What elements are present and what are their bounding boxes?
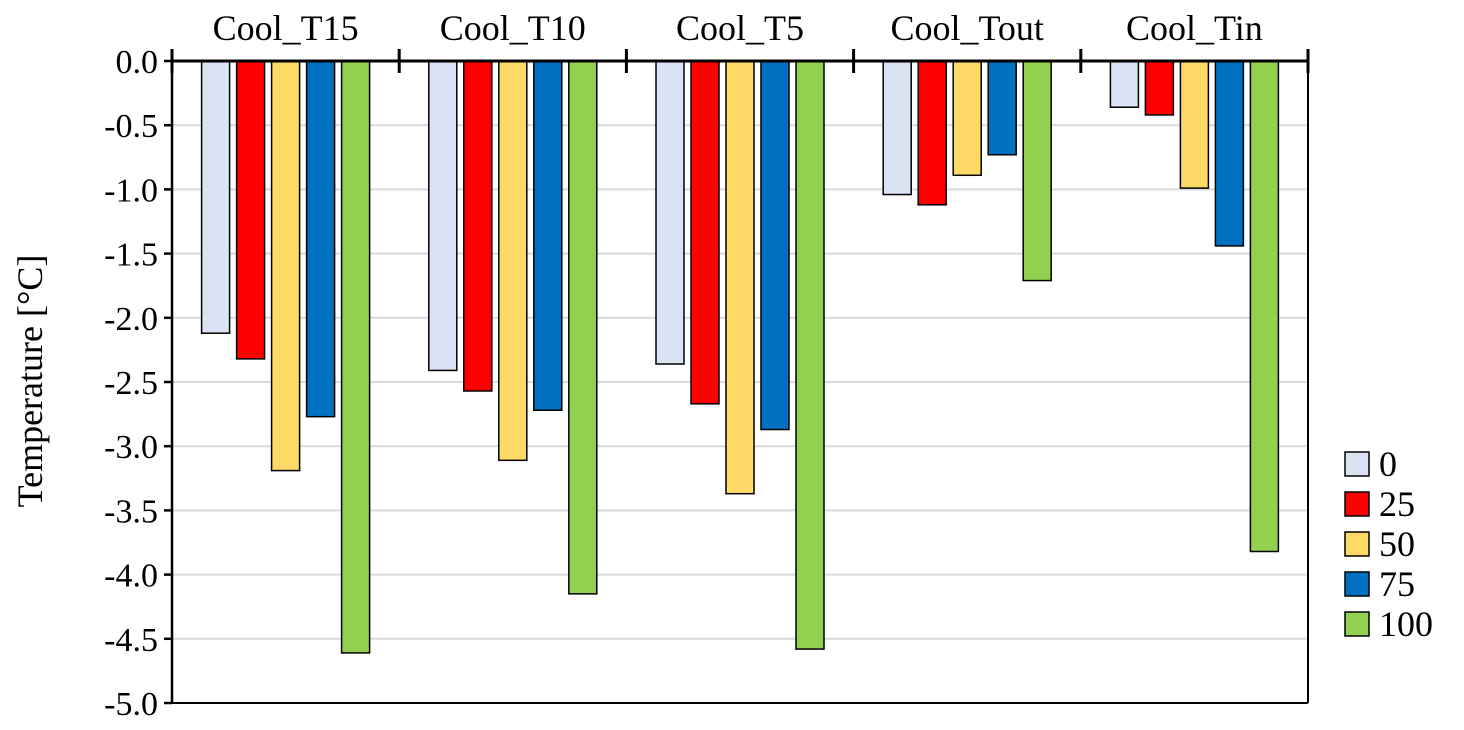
bar-25-Cool_T5 [690, 60, 720, 405]
y-tick-label: -2.5 [104, 365, 158, 402]
bar-100-Cool_Tin [1249, 60, 1280, 553]
legend-swatch-75 [1344, 571, 1370, 597]
legend-label: 100 [1379, 604, 1433, 644]
bar-75-Cool_T15 [305, 60, 336, 418]
bar-25-Cool_T15 [235, 60, 266, 360]
axes [164, 49, 1310, 705]
y-tick-label: -0.5 [104, 108, 158, 145]
bar-100-Cool_Tout [1022, 60, 1052, 282]
bar-50-Cool_T15 [270, 60, 301, 472]
bar-50-Cool_Tin [1179, 60, 1210, 189]
bar-100-Cool_T5 [795, 60, 825, 650]
category-labels: Cool_T15 Cool_T10 Cool_T5 Cool_Tout Cool_Tin [213, 8, 1263, 48]
bars [200, 60, 1280, 654]
y-tick-label: -5.0 [104, 686, 158, 723]
bar-75-Cool_Tin [1214, 60, 1245, 247]
bar-25-Cool_Tout [917, 60, 947, 206]
legend-swatch-25 [1344, 491, 1370, 517]
category-label: Cool_T15 [213, 8, 359, 48]
bar-100-Cool_T10 [568, 60, 598, 595]
bar-0-Cool_T5 [655, 60, 685, 365]
bar-25-Cool_T10 [463, 60, 493, 392]
bar-25-Cool_Tin [1144, 60, 1175, 116]
category-label: Cool_T10 [440, 8, 586, 48]
bar-75-Cool_T5 [760, 60, 790, 431]
bar-75-Cool_T10 [533, 60, 563, 411]
legend-swatch-50 [1344, 531, 1370, 557]
legend-label: 0 [1379, 444, 1397, 484]
bar-0-Cool_T15 [200, 60, 231, 334]
bar-0-Cool_T10 [428, 60, 458, 372]
legend-swatch-100 [1344, 611, 1370, 637]
y-tick-label: -4.0 [104, 558, 158, 595]
legend-label: 75 [1379, 564, 1415, 604]
category-label: Cool_Tout [890, 8, 1044, 48]
bar-0-Cool_Tin [1109, 60, 1140, 108]
bar-0-Cool_Tout [882, 60, 912, 196]
legend-label: 50 [1379, 524, 1415, 564]
legend-label: 25 [1379, 484, 1415, 524]
y-tick-label: -2.0 [104, 301, 158, 338]
bar-100-Cool_T15 [340, 60, 371, 654]
bar-50-Cool_T5 [725, 60, 755, 495]
y-tick-labels: 0.0 -0.5 -1.0 -1.5 -2.0 -2.5 -3.0 -3.5 -4.0 -4.5 -… [104, 44, 158, 723]
category-label: Cool_Tin [1126, 8, 1263, 48]
bar-50-Cool_Tout [952, 60, 982, 177]
y-tick-label: -3.5 [104, 493, 158, 530]
y-axis-title: Temperature [°C] [10, 255, 50, 508]
y-tick-label: 0.0 [116, 44, 159, 81]
legend-swatch-0 [1344, 451, 1370, 477]
y-tick-label: -1.0 [104, 172, 158, 209]
bar-75-Cool_Tout [987, 60, 1017, 156]
y-tick-label: -3.0 [104, 429, 158, 466]
y-tick-label: -4.5 [104, 622, 158, 659]
y-tick-label: -1.5 [104, 237, 158, 274]
category-label: Cool_T5 [676, 8, 804, 48]
bar-50-Cool_T10 [498, 60, 528, 462]
